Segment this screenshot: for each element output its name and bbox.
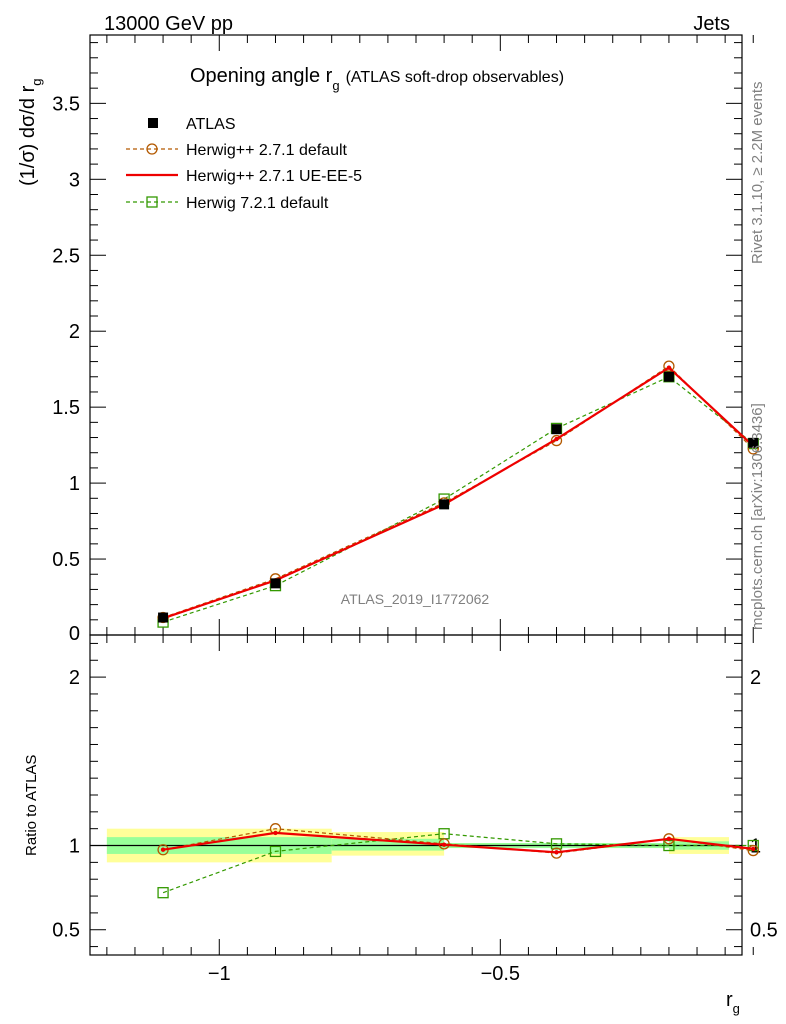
main-marker-point	[748, 437, 759, 448]
legend-label-herwig-ueee5: Herwig++ 2.7.1 UE-EE-5	[186, 168, 362, 185]
ratio-ytick-label-left: 0.5	[52, 920, 80, 942]
main-dashed-circle-point	[663, 360, 675, 372]
ratio-solid-line	[162, 831, 754, 854]
main-ytick-label: 3	[69, 169, 80, 191]
ratio-solid-point	[751, 846, 756, 852]
ratio-ytick-label-left: 2	[69, 667, 80, 689]
x-axis-label-text: r	[726, 989, 733, 1011]
header-left: 13000 GeV pp	[104, 13, 233, 35]
main-ytick-label: 1.5	[52, 397, 80, 419]
main-marker-point	[158, 612, 169, 623]
legend-entry-herwig-ueee5: Herwig++ 2.7.1 UE-EE-5	[126, 168, 362, 185]
main-ytick-label: 2.5	[52, 245, 80, 267]
ratio-solid-point	[554, 850, 559, 855]
main-solid-point	[554, 436, 559, 442]
main-ytick-label: 3.5	[52, 93, 80, 115]
ratio-ytick-label-right: 0.5	[750, 920, 778, 942]
legend-marker-atlas	[148, 118, 158, 128]
legend: ATLAS Herwig++ 2.7.1 default Herwig++ 2.…	[126, 116, 362, 212]
ratio-ytick-label-left: 1	[69, 836, 80, 858]
ratio-dashed-square-point	[550, 838, 563, 850]
main-marker-point	[663, 371, 674, 382]
main-dashed-square-line	[162, 376, 754, 623]
ratio-dashed-square-line	[162, 833, 754, 894]
ratio-series	[157, 823, 759, 899]
main-marker-point	[439, 499, 450, 510]
main-ylabel-text: (1/σ) dσ/d r	[17, 85, 39, 186]
main-ylabel-sub: g	[29, 79, 44, 86]
main-ytick-label: 2	[69, 321, 80, 343]
plot-title-main: Opening angle r	[190, 65, 333, 87]
main-marker-point	[270, 578, 281, 589]
ratio-plot-frame	[89, 634, 743, 956]
legend-entry-herwig72: Herwig 7.2.1 default	[126, 195, 329, 212]
axis-ticks	[90, 35, 754, 955]
analysis-watermark: ATLAS_2019_I1772062	[341, 591, 490, 607]
ratio-solid-point	[441, 842, 447, 847]
plot-title-suffix: (ATLAS soft-drop observables)	[346, 69, 564, 86]
ratio-xtick-label: −1	[208, 963, 231, 985]
ratio-dashed-square-point	[269, 845, 282, 858]
main-series	[157, 360, 759, 628]
mcplots-credit-text: mcplots.cern.ch [arXiv:1306.3436]	[749, 403, 766, 630]
plot-title-sub: g	[332, 78, 339, 93]
band-stat-1	[331, 838, 445, 851]
header-right: Jets	[693, 13, 730, 35]
ratio-dashed-square-point	[157, 887, 169, 899]
ratio-dashed-circle-point	[747, 844, 759, 857]
main-marker-point	[551, 424, 562, 435]
legend-label-herwig-default: Herwig++ 2.7.1 default	[186, 142, 348, 159]
main-solid-point	[666, 365, 672, 370]
main-dashed-circle-point	[550, 434, 563, 447]
legend-entry-atlas: ATLAS	[148, 116, 236, 133]
legend-label-atlas: ATLAS	[186, 116, 236, 133]
main-ylabel: (1/σ) dσ/d rg	[17, 79, 44, 187]
main-dashed-circle-line	[162, 365, 754, 619]
rivet-version-text: Rivet 3.1.10, ≥ 2.2M events	[749, 82, 766, 265]
legend-marker-herwig72	[146, 196, 158, 208]
main-ytick-label: 1	[69, 473, 80, 495]
ratio-dashed-circle-point	[550, 847, 563, 859]
ratio-ylabel: Ratio to ATLAS	[23, 755, 40, 856]
ratio-solid-point	[160, 847, 166, 852]
ratio-xtick-label: −0.5	[481, 963, 520, 985]
ratio-solid-point	[273, 830, 278, 836]
legend-entry-herwig-default: Herwig++ 2.7.1 default	[126, 142, 348, 159]
legend-label-herwig72: Herwig 7.2.1 default	[186, 195, 329, 212]
legend-marker-herwig-default	[146, 143, 158, 155]
main-ytick-label: 0.5	[52, 549, 80, 571]
ratio-solid-point	[666, 836, 672, 841]
main-ytick-label-zero: 0	[69, 623, 80, 645]
plot-title: Opening angle rg (ATLAS soft-drop observa…	[190, 65, 564, 93]
main-solid-line	[162, 366, 754, 620]
x-axis-label-sub: g	[733, 1001, 740, 1016]
x-axis-label: rg	[726, 989, 740, 1016]
ratio-ytick-label-right: 2	[750, 667, 761, 689]
